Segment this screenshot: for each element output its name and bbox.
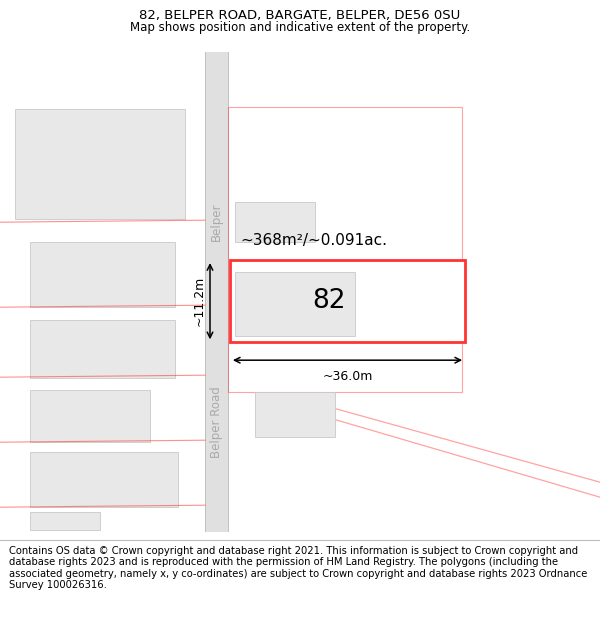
Text: Belper Road: Belper Road bbox=[210, 386, 223, 458]
Text: 82: 82 bbox=[312, 288, 346, 314]
Bar bbox=[235, 202, 315, 242]
Bar bbox=[30, 320, 175, 378]
Bar bbox=[15, 109, 185, 219]
Text: ~36.0m: ~36.0m bbox=[322, 370, 373, 383]
Bar bbox=[235, 272, 355, 336]
Bar bbox=[255, 392, 335, 437]
Text: ~368m²/~0.091ac.: ~368m²/~0.091ac. bbox=[240, 233, 387, 248]
Text: Belper: Belper bbox=[210, 203, 223, 241]
Bar bbox=[30, 390, 150, 442]
Bar bbox=[230, 260, 465, 342]
Text: Contains OS data © Crown copyright and database right 2021. This information is : Contains OS data © Crown copyright and d… bbox=[9, 546, 587, 591]
Bar bbox=[30, 242, 175, 307]
Bar bbox=[30, 452, 178, 508]
Bar bbox=[30, 512, 100, 530]
Text: ~11.2m: ~11.2m bbox=[193, 276, 206, 326]
Text: 82, BELPER ROAD, BARGATE, BELPER, DE56 0SU: 82, BELPER ROAD, BARGATE, BELPER, DE56 0… bbox=[139, 9, 461, 22]
Text: Map shows position and indicative extent of the property.: Map shows position and indicative extent… bbox=[130, 21, 470, 34]
Bar bbox=[205, 52, 228, 532]
